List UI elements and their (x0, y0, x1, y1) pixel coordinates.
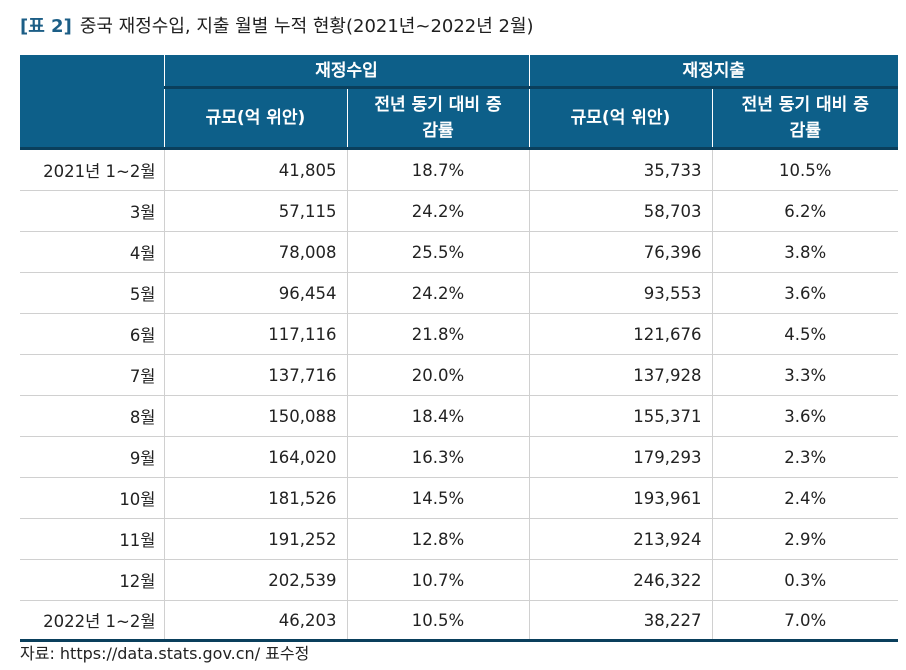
table-title-text: 중국 재정수입, 지출 월별 누적 현황(2021년~2022년 2월) (79, 16, 534, 37)
table-row: 8월 150,088 18.4% 155,371 3.6% (20, 395, 898, 437)
expenditure-yoy-cell: 10.5% (711, 148, 898, 191)
fiscal-table: 재정수입 재정지출 규모(억 위안) 전년 동기 대비 증감률 규모(억 위안)… (20, 54, 898, 642)
period-cell: 2021년 1~2월 (20, 148, 164, 191)
revenue-yoy-cell: 14.5% (346, 477, 529, 519)
expenditure-yoy-cell: 6.2% (711, 190, 898, 232)
header-revenue-yoy: 전년 동기 대비 증감률 (346, 87, 530, 149)
header-expenditure-yoy: 전년 동기 대비 증감률 (711, 87, 898, 149)
table-title: [표 2] 중국 재정수입, 지출 월별 누적 현황(2021년~2022년 2월… (20, 10, 534, 44)
revenue-yoy-cell: 10.7% (346, 559, 529, 601)
corner-header-cell (20, 54, 165, 149)
table-row: 5월 96,454 24.2% 93,553 3.6% (20, 272, 898, 314)
group-header-expenditure: 재정지출 (528, 54, 898, 88)
table-row: 9월 164,020 16.3% 179,293 2.3% (20, 436, 898, 478)
expenditure-size-cell: 38,227 (528, 600, 712, 642)
table-row: 2022년 1~2월 46,203 10.5% 38,227 7.0% (20, 600, 898, 642)
revenue-yoy-cell: 24.2% (346, 272, 529, 314)
revenue-yoy-cell: 21.8% (346, 313, 529, 355)
header-expenditure-yoy-text: 전년 동기 대비 증감률 (741, 95, 869, 141)
expenditure-size-cell: 76,396 (528, 231, 712, 273)
table-row: 10월 181,526 14.5% 193,961 2.4% (20, 477, 898, 519)
expenditure-yoy-cell: 2.4% (711, 477, 898, 519)
table-row: 2021년 1~2월 41,805 18.7% 35,733 10.5% (20, 148, 898, 191)
table-row: 12월 202,539 10.7% 246,322 0.3% (20, 559, 898, 601)
period-cell: 8월 (20, 395, 164, 437)
table-number: [표 2] (20, 16, 72, 37)
revenue-size-cell: 164,020 (163, 436, 347, 478)
revenue-yoy-cell: 12.8% (346, 518, 529, 560)
expenditure-yoy-cell: 3.3% (711, 354, 898, 396)
table-header: 재정수입 재정지출 규모(억 위안) 전년 동기 대비 증감률 규모(억 위안)… (20, 54, 898, 149)
table-row: 3월 57,115 24.2% 58,703 6.2% (20, 190, 898, 232)
table-row: 4월 78,008 25.5% 76,396 3.8% (20, 231, 898, 273)
expenditure-size-cell: 246,322 (528, 559, 712, 601)
revenue-yoy-cell: 18.7% (346, 148, 529, 191)
revenue-yoy-cell: 16.3% (346, 436, 529, 478)
period-cell: 2022년 1~2월 (20, 600, 164, 642)
group-header-revenue: 재정수입 (163, 54, 530, 88)
expenditure-size-cell: 155,371 (528, 395, 712, 437)
revenue-size-cell: 78,008 (163, 231, 347, 273)
revenue-yoy-cell: 20.0% (346, 354, 529, 396)
period-cell: 9월 (20, 436, 164, 478)
expenditure-size-cell: 121,676 (528, 313, 712, 355)
revenue-yoy-cell: 24.2% (346, 190, 529, 232)
table-row: 11월 191,252 12.8% 213,924 2.9% (20, 518, 898, 560)
header-revenue-yoy-text: 전년 동기 대비 증감률 (374, 95, 502, 141)
expenditure-yoy-cell: 3.8% (711, 231, 898, 273)
revenue-size-cell: 150,088 (163, 395, 347, 437)
table-body: 2021년 1~2월 41,805 18.7% 35,733 10.5% 3월 57,115… (20, 148, 898, 642)
revenue-yoy-cell: 10.5% (346, 600, 529, 642)
expenditure-yoy-cell: 4.5% (711, 313, 898, 355)
expenditure-yoy-cell: 0.3% (711, 559, 898, 601)
revenue-size-cell: 191,252 (163, 518, 347, 560)
period-cell: 10월 (20, 477, 164, 519)
expenditure-yoy-cell: 3.6% (711, 395, 898, 437)
expenditure-size-cell: 35,733 (528, 148, 712, 191)
expenditure-size-cell: 213,924 (528, 518, 712, 560)
revenue-yoy-cell: 25.5% (346, 231, 529, 273)
revenue-size-cell: 96,454 (163, 272, 347, 314)
period-cell: 7월 (20, 354, 164, 396)
expenditure-yoy-cell: 2.3% (711, 436, 898, 478)
expenditure-size-cell: 193,961 (528, 477, 712, 519)
period-cell: 12월 (20, 559, 164, 601)
table-row: 6월 117,116 21.8% 121,676 4.5% (20, 313, 898, 355)
expenditure-size-cell: 58,703 (528, 190, 712, 232)
revenue-size-cell: 117,116 (163, 313, 347, 355)
period-cell: 11월 (20, 518, 164, 560)
revenue-size-cell: 41,805 (163, 148, 347, 191)
revenue-size-cell: 46,203 (163, 600, 347, 642)
expenditure-size-cell: 179,293 (528, 436, 712, 478)
period-cell: 4월 (20, 231, 164, 273)
table-row: 7월 137,716 20.0% 137,928 3.3% (20, 354, 898, 396)
expenditure-yoy-cell: 7.0% (711, 600, 898, 642)
expenditure-size-cell: 93,553 (528, 272, 712, 314)
source-note: 자료: https://data.stats.gov.cn/ 표수정 (20, 644, 310, 663)
revenue-size-cell: 181,526 (163, 477, 347, 519)
revenue-size-cell: 137,716 (163, 354, 347, 396)
period-cell: 5월 (20, 272, 164, 314)
header-revenue-size: 규모(억 위안) (163, 87, 348, 149)
expenditure-yoy-cell: 2.9% (711, 518, 898, 560)
period-cell: 6월 (20, 313, 164, 355)
expenditure-yoy-cell: 3.6% (711, 272, 898, 314)
period-cell: 3월 (20, 190, 164, 232)
revenue-size-cell: 57,115 (163, 190, 347, 232)
revenue-size-cell: 202,539 (163, 559, 347, 601)
header-expenditure-size: 규모(억 위안) (528, 87, 713, 149)
revenue-yoy-cell: 18.4% (346, 395, 529, 437)
expenditure-size-cell: 137,928 (528, 354, 712, 396)
